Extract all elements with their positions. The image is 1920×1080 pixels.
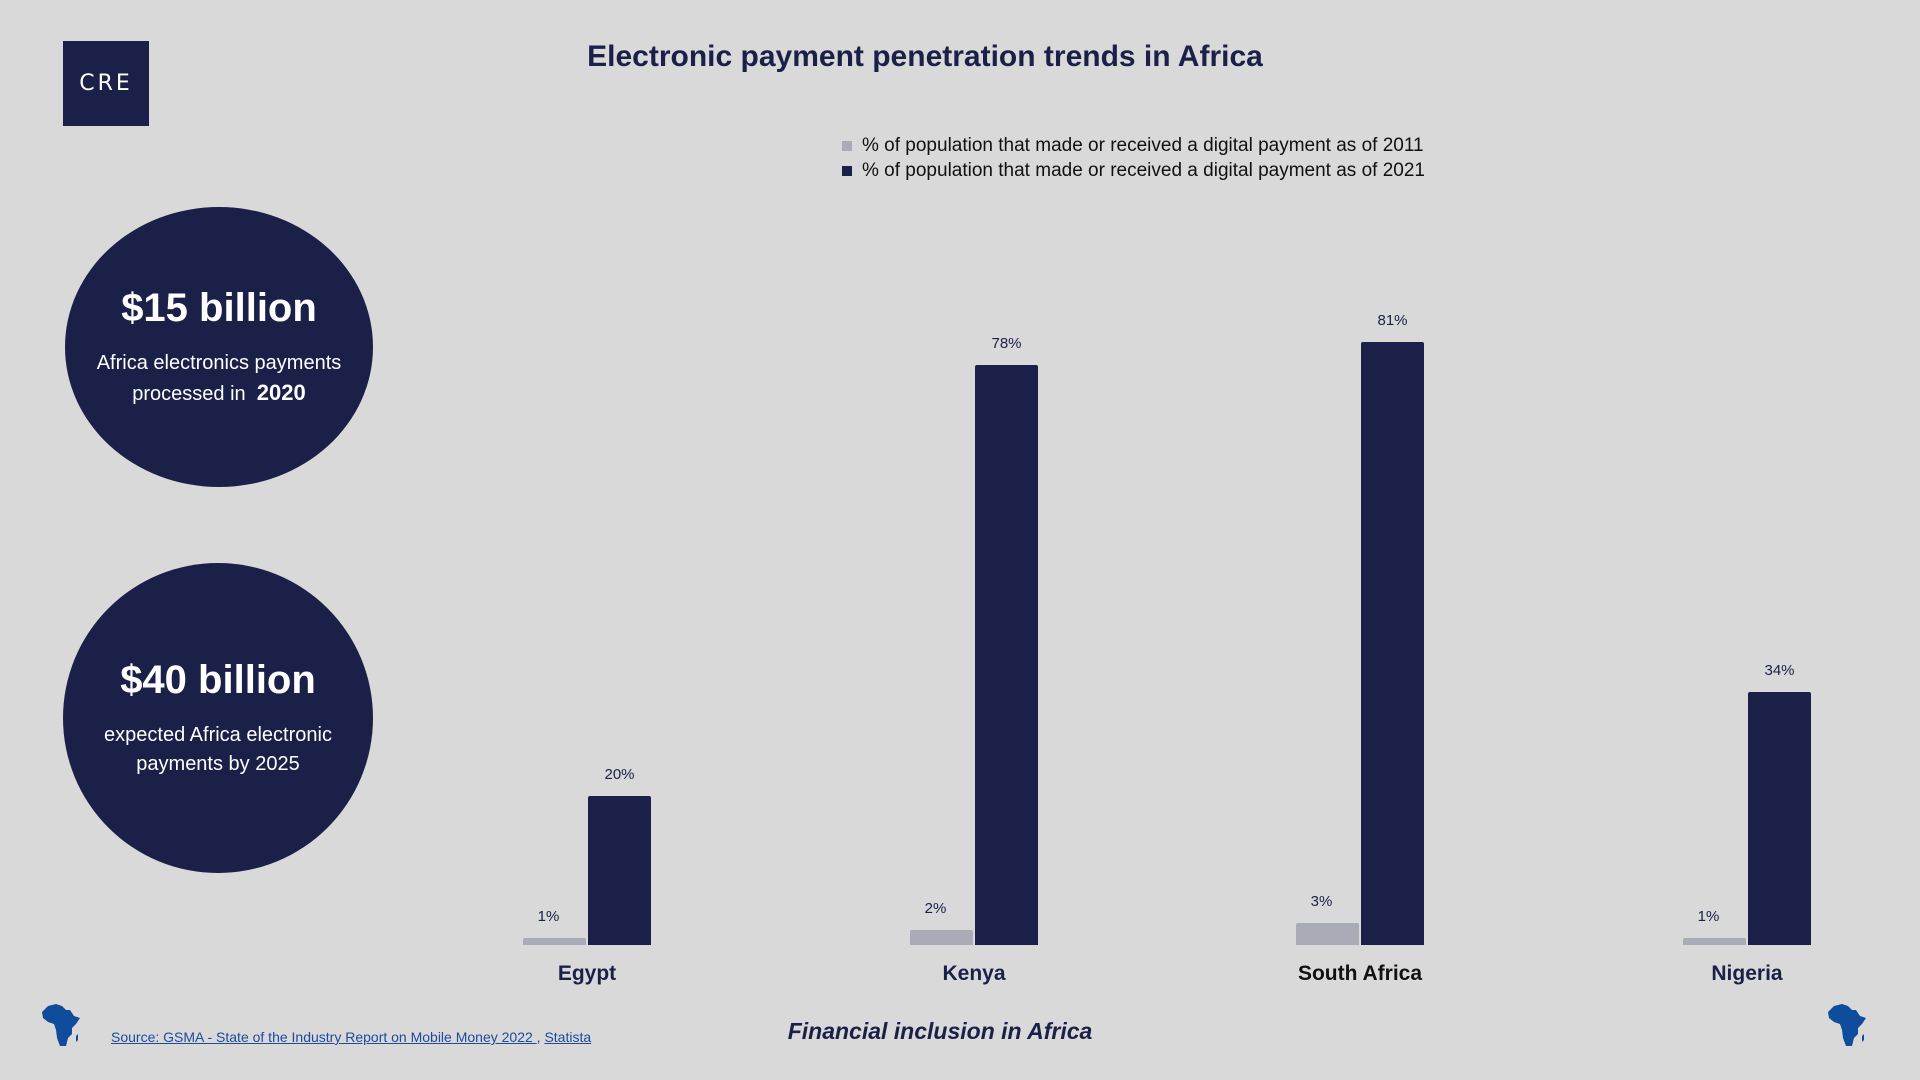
data-label: 20% xyxy=(604,766,635,784)
company-logo: CRE xyxy=(63,41,149,126)
bar-south-africa-2011 xyxy=(1296,922,1359,945)
stat-circle-2020: $15 billion Africa electronics payments … xyxy=(65,207,373,487)
stat-value: $40 billion xyxy=(120,657,316,702)
legend-item-2011: % of population that made or received a … xyxy=(842,133,1425,158)
data-label: 81% xyxy=(1377,312,1408,330)
bar-nigeria-2021 xyxy=(1748,692,1811,945)
stat-desc-prefix: processed in xyxy=(132,382,246,405)
africa-map-icon xyxy=(42,1004,80,1046)
bar-egypt-2021 xyxy=(588,796,651,945)
data-label: 78% xyxy=(991,334,1022,352)
bar-egypt-2011 xyxy=(523,937,586,945)
data-label: 1% xyxy=(537,907,560,925)
chart-legend: % of population that made or received a … xyxy=(842,133,1425,183)
stat-desc-line1: Africa electronics payments xyxy=(96,351,342,374)
bar-south-africa-2021 xyxy=(1361,342,1424,945)
logo-text: CRE xyxy=(79,71,133,96)
category-label: South Africa xyxy=(1297,962,1423,985)
source-link-statista[interactable]: Statista xyxy=(544,1029,592,1045)
category-label: Nigeria xyxy=(1711,962,1783,985)
x-axis-title: Financial inclusion in Africa xyxy=(787,1018,1093,1044)
legend-label-2021: % of population that made or received a … xyxy=(862,159,1425,181)
data-label: 34% xyxy=(1764,662,1795,680)
source-separator: , xyxy=(536,1029,541,1045)
bar-kenya-2021 xyxy=(975,364,1038,945)
source-citation: Source: GSMA - State of the Industry Rep… xyxy=(111,1029,591,1045)
bar-nigeria-2011 xyxy=(1683,937,1746,945)
stat-description: expected Africa electronic payments by 2… xyxy=(104,721,332,779)
bar-kenya-2011 xyxy=(910,930,973,945)
legend-swatch-2021 xyxy=(842,165,852,176)
source-link-gsma[interactable]: Source: GSMA - State of the Industry Rep… xyxy=(111,1029,537,1045)
stat-desc-line2: processed in 2020 xyxy=(97,378,342,409)
stat-value: $15 billion xyxy=(121,285,317,330)
stat-circle-2025: $40 billion expected Africa electronic p… xyxy=(63,563,373,873)
legend-label-2011: % of population that made or received a … xyxy=(862,134,1424,156)
stat-desc-line2: payments by 2025 xyxy=(136,752,300,775)
data-label: 1% xyxy=(1697,907,1720,925)
chart-title: Electronic payment penetration trends in… xyxy=(587,40,1263,73)
stat-desc-year: 2020 xyxy=(256,379,306,405)
category-label: Kenya xyxy=(942,962,1006,985)
africa-map-icon xyxy=(1828,1004,1866,1046)
data-label: 2% xyxy=(924,900,947,918)
data-label: 3% xyxy=(1310,892,1333,910)
legend-swatch-2011 xyxy=(842,140,852,151)
legend-item-2021: % of population that made or received a … xyxy=(842,158,1425,183)
category-label: Egypt xyxy=(557,962,617,985)
stat-description: Africa electronics payments processed in… xyxy=(97,349,342,409)
stat-desc-line1: expected Africa electronic xyxy=(104,723,332,746)
